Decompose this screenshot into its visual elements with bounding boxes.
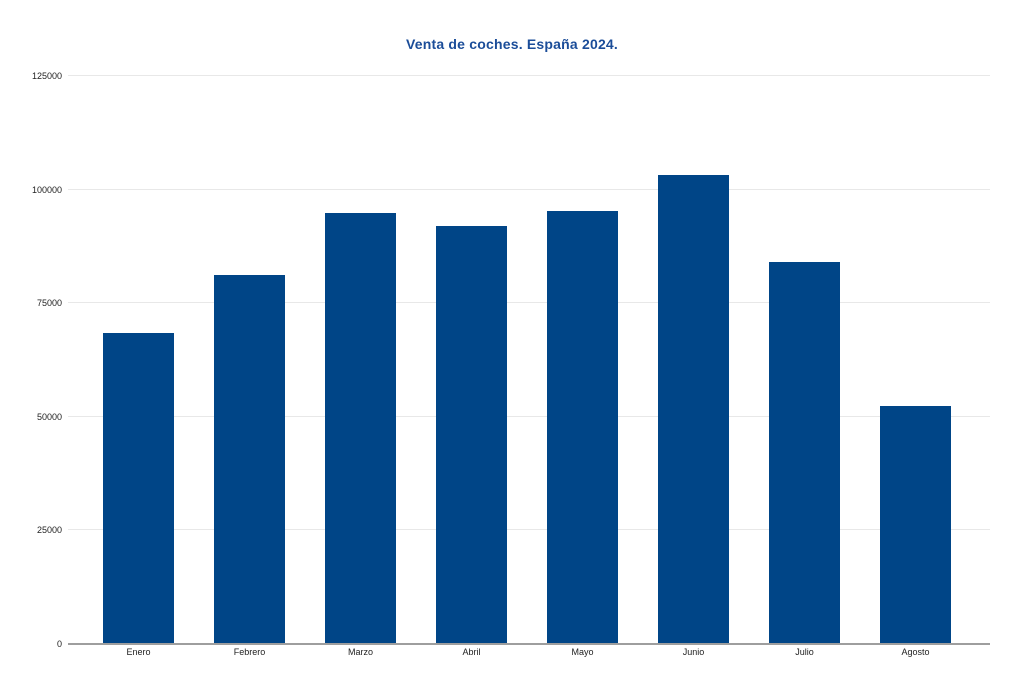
y-tick-label-75000: 75000 — [36, 298, 62, 309]
plot-area — [68, 75, 990, 645]
x-tick-label-marzo: Marzo — [347, 647, 373, 657]
bar-febrero — [214, 275, 285, 644]
gridline-75000 — [68, 302, 990, 304]
x-axis-line — [68, 643, 990, 645]
x-tick-label-mayo: Mayo — [571, 647, 594, 657]
bar-julio — [769, 261, 840, 644]
bar-column-mayo — [527, 76, 638, 644]
bar-column-agosto — [860, 76, 971, 644]
bar-enero — [103, 332, 174, 644]
x-tick-label-febrero: Febrero — [233, 647, 266, 657]
bar-abril — [436, 226, 507, 644]
x-tick-label-julio: Julio — [795, 647, 814, 657]
bar-column-enero — [83, 76, 194, 644]
gridline-50000 — [68, 415, 990, 417]
bars-layer — [83, 76, 971, 644]
y-axis-labels: 0 25000 50000 75000 100000 125000 — [0, 71, 62, 649]
bar-column-marzo — [305, 76, 416, 644]
x-tick-label-agosto: Agosto — [901, 647, 930, 657]
bar-column-abril — [416, 76, 527, 644]
x-tick-label-abril: Abril — [462, 647, 481, 657]
x-tick-label-junio: Junio — [682, 647, 705, 657]
y-tick-label-50000: 50000 — [36, 411, 62, 422]
bar-mayo — [547, 211, 618, 644]
gridline-125000 — [68, 75, 990, 76]
x-axis-labels: Enero Febrero Marzo Abril Mayo Junio Julio Agos… — [83, 647, 971, 658]
bar-column-junio — [638, 76, 749, 644]
bar-column-febrero — [194, 76, 305, 644]
y-tick-label-0: 0 — [56, 639, 62, 649]
bar-marzo — [325, 213, 396, 644]
y-tick-label-100000: 100000 — [31, 184, 62, 195]
gridline-25000 — [68, 529, 990, 531]
y-tick-label-125000: 125000 — [31, 71, 62, 81]
bar-agosto — [880, 405, 951, 644]
bar-column-julio — [749, 76, 860, 644]
y-tick-label-25000: 25000 — [36, 525, 62, 536]
chart-title: Venta de coches. España 2024. — [405, 36, 619, 52]
gridline-100000 — [68, 188, 990, 190]
x-tick-label-enero: Enero — [126, 647, 151, 657]
bar-junio — [658, 175, 729, 644]
